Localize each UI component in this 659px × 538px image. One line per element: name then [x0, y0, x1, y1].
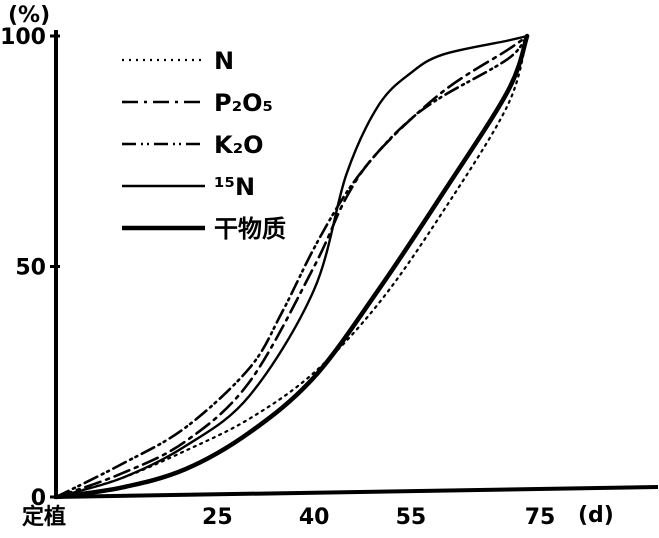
x-tick-label: 25: [202, 505, 233, 530]
series-line-3: [54, 34, 529, 499]
x-ticks: 定植 25 40 55 75: [22, 504, 555, 530]
legend: N P₂O₅ K₂O ¹⁵N 干物质: [122, 47, 286, 243]
chart-axes: [53, 30, 659, 499]
legend-label: N: [214, 47, 234, 75]
y-tick-label: 100: [0, 25, 46, 50]
series-line-2: [54, 34, 529, 499]
x-tick-label: 40: [299, 505, 330, 530]
y-tick-label: 50: [15, 256, 46, 281]
series-line-4: [54, 34, 529, 499]
x-tick-label: 55: [396, 505, 427, 530]
y-ticks: 0 50 100: [0, 25, 60, 511]
legend-label: 干物质: [214, 215, 286, 243]
y-tick-label: 0: [31, 486, 46, 511]
x-tick-label: 定植: [22, 504, 66, 530]
legend-label: ¹⁵N: [214, 173, 255, 201]
legend-label: P₂O₅: [214, 89, 273, 117]
legend-label: K₂O: [214, 131, 264, 159]
x-axis-line: [53, 485, 659, 499]
series-line-5: [53, 33, 530, 500]
x-unit-label: (d): [578, 503, 614, 528]
series-lines: [53, 33, 530, 500]
y-unit-label: (%): [8, 3, 50, 28]
series-line-1: [54, 34, 529, 499]
x-tick-label: 75: [525, 505, 556, 530]
